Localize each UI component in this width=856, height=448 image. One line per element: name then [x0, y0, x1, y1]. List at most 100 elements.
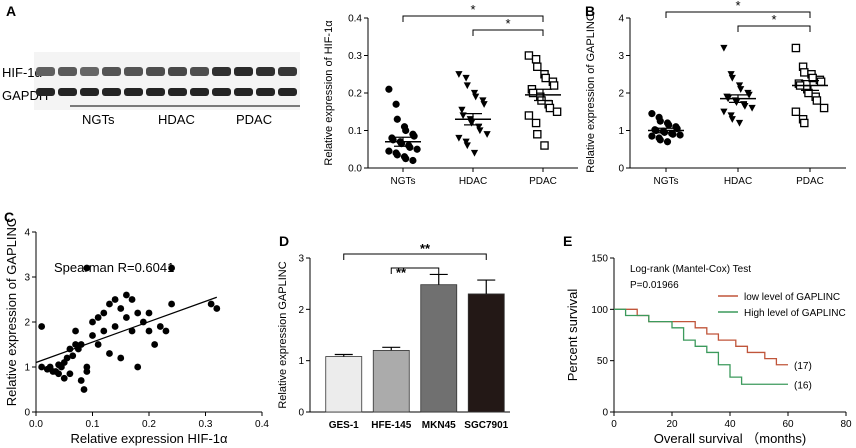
data-point — [69, 352, 77, 360]
data-point — [676, 131, 684, 139]
blot-group-hdac: HDAC — [158, 112, 195, 127]
y-tick-label: 0.4 — [348, 14, 362, 25]
data-point — [552, 107, 562, 117]
data-point — [656, 136, 664, 144]
y-tick-label: 4 — [24, 228, 30, 239]
data-point — [100, 327, 108, 335]
significance-bracket — [737, 25, 811, 32]
gapdh-band — [124, 88, 143, 96]
y-tick-label: 0 — [24, 408, 30, 419]
data-point — [392, 100, 400, 108]
significance-label: * — [470, 2, 475, 17]
significance-bracket — [343, 253, 487, 260]
data-point — [720, 44, 728, 52]
survival-curve — [614, 308, 788, 385]
data-point — [156, 323, 164, 330]
data-point — [128, 327, 136, 335]
data-point — [545, 103, 555, 113]
curve-end-label: (16) — [794, 380, 812, 391]
data-point — [60, 374, 68, 382]
data-point — [402, 126, 410, 135]
hif-band — [36, 67, 55, 76]
data-point — [145, 327, 153, 335]
x-tick-label: 0.1 — [86, 419, 100, 430]
data-point — [38, 323, 46, 330]
data-point — [735, 119, 744, 127]
data-point — [455, 134, 463, 142]
gapdh-band — [278, 88, 297, 96]
bar — [325, 356, 363, 413]
data-point — [540, 141, 549, 150]
data-point — [816, 77, 826, 87]
gapdh-band — [36, 88, 55, 96]
data-point — [480, 101, 488, 108]
data-point — [413, 145, 421, 153]
panel-letter-c: C — [4, 209, 14, 225]
spearman-annotation: Spearman R=0.6041 — [54, 260, 174, 275]
y-tick-label: 0.1 — [348, 126, 362, 137]
data-point — [648, 132, 656, 140]
blot-row-label-hif: HIF-1α — [2, 65, 43, 80]
data-point — [393, 115, 401, 123]
legend-label: High level of GAPLINC — [744, 308, 846, 319]
data-point — [720, 108, 728, 116]
y-tick-label: 50 — [597, 356, 609, 367]
y-axis-title: Relative expression of GAPLINC — [4, 218, 19, 407]
x-axis-title: Overall survival （months) — [654, 431, 806, 446]
gapdh-band — [102, 88, 121, 96]
significance-label: * — [771, 12, 776, 27]
y-tick-label: 1 — [618, 126, 624, 137]
hif-band — [190, 67, 209, 76]
data-point — [385, 147, 393, 155]
x-tick-label: GES-1 — [329, 420, 359, 431]
chart-b: 0 1 2 3 4 NGTs HDAC PDAC * * Relative expression o… — [585, 0, 846, 187]
hif-band — [256, 67, 275, 76]
data-point — [470, 149, 479, 157]
data-point — [117, 305, 125, 312]
y-axis-title: Relative expression of GAPLINC — [585, 13, 597, 173]
blot-background — [34, 52, 300, 110]
hif-band — [124, 67, 143, 76]
data-point — [409, 156, 417, 165]
x-tick-label: SGC7901 — [464, 420, 508, 431]
data-point — [455, 71, 463, 78]
data-point — [533, 62, 542, 72]
y-tick-label: 3 — [618, 51, 624, 62]
data-point — [669, 130, 677, 138]
y-tick-label: 4 — [618, 14, 624, 25]
chart-a: 0.0 0.1 0.2 0.3 0.4 NGTs HDAC PDAC * * Relative ex… — [323, 2, 578, 187]
data-point — [72, 327, 79, 335]
data-point — [727, 71, 735, 78]
bar — [372, 349, 410, 413]
significance-bracket — [665, 11, 811, 18]
curve-end-label: (17) — [794, 361, 812, 372]
data-point — [462, 138, 470, 146]
data-point — [134, 363, 142, 371]
data-point — [213, 305, 221, 312]
data-point — [472, 93, 480, 101]
data-point — [106, 350, 113, 357]
y-axis-title: Relative expression of HIF-1α — [323, 20, 335, 166]
hif-band — [168, 67, 187, 76]
y-tick-label: 1 — [24, 363, 30, 374]
data-point — [463, 142, 471, 150]
data-point — [476, 127, 484, 135]
x-tick-label: NGTs — [654, 176, 679, 187]
x-tick-label: HFE-145 — [371, 420, 411, 431]
significance-label: ** — [420, 241, 431, 256]
y-tick-label: 2 — [298, 305, 304, 316]
x-tick-label: HDAC — [724, 176, 752, 187]
data-point — [111, 296, 119, 303]
data-point — [89, 332, 96, 339]
blot-group-pdac: PDAC — [236, 112, 272, 127]
data-point — [458, 106, 466, 114]
x-tick-label: 80 — [840, 419, 852, 430]
data-point — [151, 341, 159, 348]
hif-band — [234, 67, 253, 76]
gapdh-band — [80, 88, 99, 96]
y-axis-title: Percent survival — [565, 289, 580, 382]
data-point — [524, 51, 534, 60]
data-point — [162, 327, 170, 335]
x-tick-label: PDAC — [796, 176, 824, 187]
bar — [420, 284, 458, 413]
